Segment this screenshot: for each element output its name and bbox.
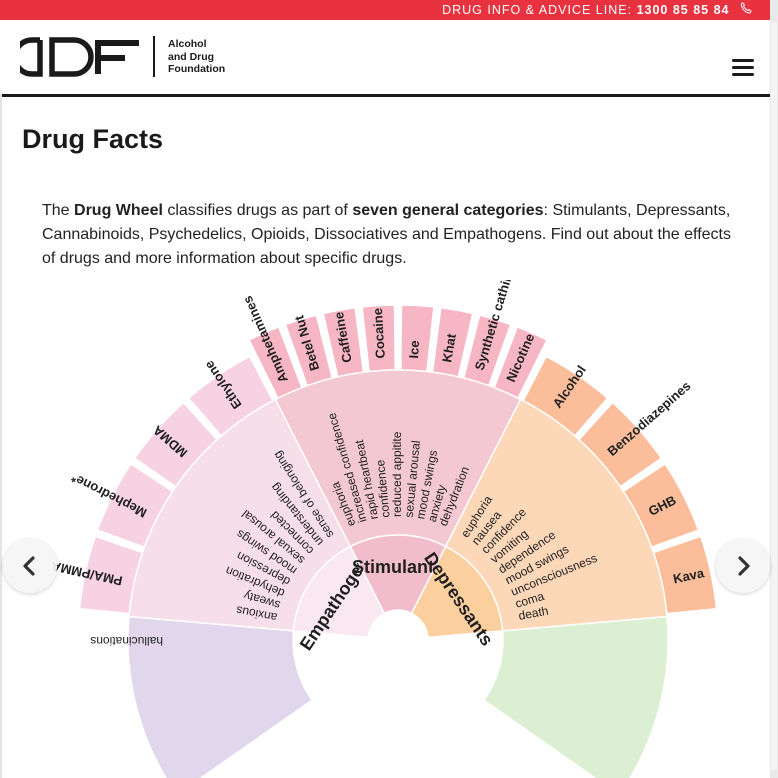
logo-wordmark[interactable]: Alcohol and Drug Foundation <box>168 38 225 76</box>
logo-divider <box>153 36 155 77</box>
drug-label: Kava <box>672 565 706 586</box>
logo-line-2: and Drug <box>168 50 215 63</box>
wheel-prev-button[interactable] <box>3 539 57 593</box>
logo-line-1: Alcohol <box>168 38 207 50</box>
drug-label: Cocaine <box>370 308 388 359</box>
page-scrollbar[interactable] <box>770 0 778 778</box>
chevron-right-icon <box>738 556 750 576</box>
advice-line-label: DRUG INFO & ADVICE LINE: <box>442 3 633 17</box>
logo-line-3: Foundation <box>168 63 226 75</box>
drug-segment-ice[interactable] <box>400 304 435 373</box>
intro-text: The <box>42 202 75 219</box>
category-stimulants[interactable] <box>349 534 447 615</box>
content-left-border <box>0 94 2 778</box>
effect-label: death <box>517 604 549 623</box>
drug-wheel: PMA/PMMAMephedrone*MDMAEthyloneanxioussw… <box>49 280 718 778</box>
intro-paragraph: The Drug Wheel classifies drugs as part … <box>42 199 732 271</box>
drug-label: Ice <box>406 340 422 359</box>
intro-emphasis: Drug Wheel <box>74 202 163 219</box>
chevron-left-icon <box>23 556 35 576</box>
hamburger-menu-icon[interactable] <box>732 59 754 79</box>
adf-logo[interactable] <box>12 37 142 82</box>
intro-text: : Stimulants, Depressants, Cannabinoids,… <box>42 202 731 267</box>
wedge-psychedelics[interactable] <box>127 615 314 778</box>
category-label-stimulants: Stimulants <box>352 557 444 577</box>
page-title: Drug Facts <box>22 124 164 154</box>
advice-line[interactable]: DRUG INFO & ADVICE LINE: 1300 85 85 84 <box>442 2 752 17</box>
advice-line-number[interactable]: 1300 85 85 84 <box>636 3 730 17</box>
effect-label: reduced appitite <box>390 431 404 517</box>
advice-line-bar: DRUG INFO & ADVICE LINE: 1300 85 85 84 <box>0 0 770 20</box>
drug-label: Khat <box>439 332 459 364</box>
wheel-next-button[interactable] <box>716 539 770 593</box>
intro-emphasis: seven general categories <box>352 202 544 219</box>
wedge-cannabinoids[interactable] <box>482 615 669 778</box>
intro-text: classifies drugs as part of <box>162 202 353 219</box>
category-depressants[interactable] <box>410 545 504 639</box>
site-header: Alcohol and Drug Foundation <box>0 20 770 97</box>
phone-icon <box>740 2 752 17</box>
effect-label: confidence <box>373 459 392 518</box>
effect-label: hallucinations <box>90 634 163 648</box>
